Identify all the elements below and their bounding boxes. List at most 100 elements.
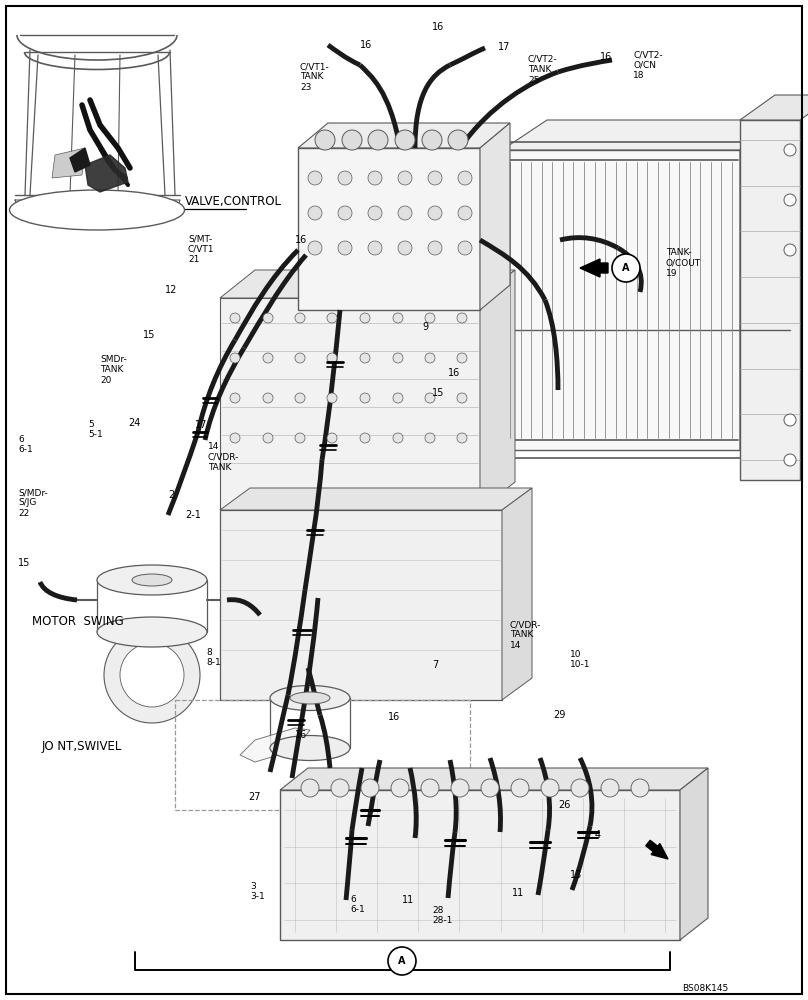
Circle shape xyxy=(541,779,559,797)
Text: 3
3-1: 3 3-1 xyxy=(250,882,265,901)
Circle shape xyxy=(308,241,322,255)
Circle shape xyxy=(338,206,352,220)
Circle shape xyxy=(451,779,469,797)
Polygon shape xyxy=(85,155,128,192)
Circle shape xyxy=(342,130,362,150)
Text: VALVE,CONTROL: VALVE,CONTROL xyxy=(185,195,282,208)
Circle shape xyxy=(331,779,349,797)
Text: C/VDR-
TANK
14: C/VDR- TANK 14 xyxy=(510,620,541,650)
Circle shape xyxy=(784,454,796,466)
Circle shape xyxy=(481,779,499,797)
Text: 6
6-1: 6 6-1 xyxy=(350,895,364,914)
Polygon shape xyxy=(502,150,740,450)
Circle shape xyxy=(230,313,240,323)
Circle shape xyxy=(120,643,184,707)
Circle shape xyxy=(422,130,442,150)
Circle shape xyxy=(393,353,403,363)
Polygon shape xyxy=(740,120,800,480)
Circle shape xyxy=(301,779,319,797)
Circle shape xyxy=(230,393,240,403)
Polygon shape xyxy=(240,728,310,762)
Circle shape xyxy=(368,206,382,220)
Circle shape xyxy=(428,206,442,220)
Polygon shape xyxy=(298,123,510,148)
Circle shape xyxy=(458,206,472,220)
Circle shape xyxy=(360,393,370,403)
Polygon shape xyxy=(280,790,680,940)
Circle shape xyxy=(425,353,435,363)
Circle shape xyxy=(360,353,370,363)
Circle shape xyxy=(395,130,415,150)
Text: 24: 24 xyxy=(128,418,141,428)
Ellipse shape xyxy=(97,617,207,647)
Circle shape xyxy=(263,353,273,363)
Text: 2-1: 2-1 xyxy=(185,510,201,520)
Circle shape xyxy=(428,241,442,255)
Circle shape xyxy=(393,393,403,403)
Circle shape xyxy=(360,433,370,443)
Circle shape xyxy=(425,393,435,403)
Circle shape xyxy=(368,241,382,255)
Text: 13: 13 xyxy=(570,870,583,880)
Circle shape xyxy=(368,130,388,150)
Text: 7: 7 xyxy=(432,660,438,670)
Polygon shape xyxy=(480,270,515,510)
Text: TANK-
O/COUT
19: TANK- O/COUT 19 xyxy=(666,248,701,278)
Circle shape xyxy=(388,947,416,975)
Text: A: A xyxy=(622,263,629,273)
Text: 27: 27 xyxy=(248,792,260,802)
Text: 26: 26 xyxy=(558,800,570,810)
Circle shape xyxy=(327,393,337,403)
Text: 2: 2 xyxy=(168,490,175,500)
Polygon shape xyxy=(502,488,532,700)
Circle shape xyxy=(263,313,273,323)
Ellipse shape xyxy=(270,686,350,710)
Circle shape xyxy=(338,171,352,185)
Text: 17: 17 xyxy=(195,420,208,430)
Polygon shape xyxy=(298,148,480,310)
Circle shape xyxy=(612,254,640,282)
Circle shape xyxy=(368,171,382,185)
Text: C/VT1-
TANK
23: C/VT1- TANK 23 xyxy=(300,62,330,92)
Circle shape xyxy=(425,313,435,323)
Text: 15: 15 xyxy=(18,558,31,568)
Text: C/VT2-
O/CN
18: C/VT2- O/CN 18 xyxy=(633,50,663,80)
Polygon shape xyxy=(220,488,532,510)
Text: S/MDr-
S/JG
22: S/MDr- S/JG 22 xyxy=(18,488,48,518)
Circle shape xyxy=(315,130,335,150)
Polygon shape xyxy=(70,148,90,172)
Text: 29: 29 xyxy=(553,710,566,720)
Circle shape xyxy=(448,130,468,150)
Text: 15: 15 xyxy=(432,388,444,398)
Circle shape xyxy=(263,393,273,403)
Text: 16: 16 xyxy=(600,52,612,62)
Circle shape xyxy=(361,779,379,797)
Text: 11: 11 xyxy=(402,895,415,905)
Polygon shape xyxy=(220,298,480,510)
Circle shape xyxy=(360,313,370,323)
Circle shape xyxy=(457,353,467,363)
Text: A: A xyxy=(398,956,406,966)
Circle shape xyxy=(784,414,796,426)
Polygon shape xyxy=(740,95,808,120)
Text: 4: 4 xyxy=(595,830,601,840)
Circle shape xyxy=(391,779,409,797)
Text: 16: 16 xyxy=(448,368,461,378)
FancyArrow shape xyxy=(580,259,608,277)
Circle shape xyxy=(327,313,337,323)
Circle shape xyxy=(308,171,322,185)
Text: 5
5-1: 5 5-1 xyxy=(88,420,103,439)
Text: 10
10-1: 10 10-1 xyxy=(570,650,591,669)
Polygon shape xyxy=(480,123,510,310)
Circle shape xyxy=(398,206,412,220)
Text: 14
C/VDR-
TANK: 14 C/VDR- TANK xyxy=(208,442,239,472)
Circle shape xyxy=(398,171,412,185)
Circle shape xyxy=(457,433,467,443)
Circle shape xyxy=(458,171,472,185)
Circle shape xyxy=(601,779,619,797)
Text: SMDr-
TANK
20: SMDr- TANK 20 xyxy=(100,355,127,385)
Text: 11: 11 xyxy=(512,888,524,898)
Circle shape xyxy=(230,433,240,443)
Text: 12: 12 xyxy=(165,285,178,295)
Polygon shape xyxy=(680,768,708,940)
